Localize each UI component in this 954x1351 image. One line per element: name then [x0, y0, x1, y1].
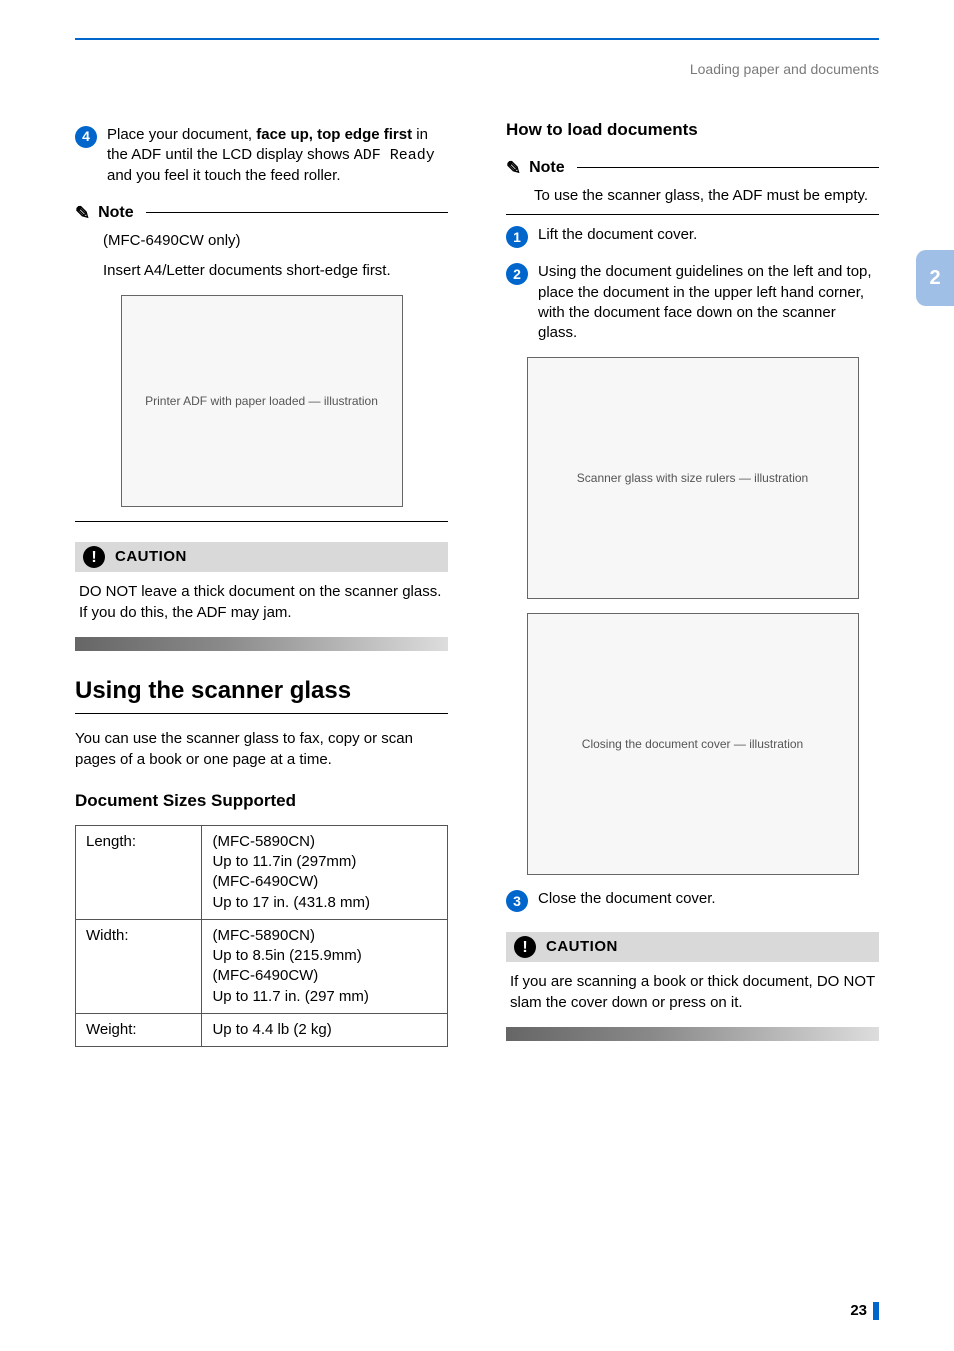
figure-close-cover: Closing the document cover — illustratio… [527, 613, 859, 875]
size-value: Up to 4.4 lb (2 kg) [202, 1013, 448, 1046]
section-intro: You can use the scanner glass to fax, co… [75, 729, 448, 770]
caution-block-right: ! CAUTION If you are scanning a book or … [506, 932, 879, 1041]
step-3-text: Close the document cover. [538, 889, 879, 912]
step-4: 4 Place your document, face up, top edge… [75, 125, 448, 187]
size-value: (MFC-5890CN) Up to 8.5in (215.9mm) (MFC-… [202, 919, 448, 1013]
note-close-rule [506, 214, 879, 215]
note-rule [577, 167, 879, 168]
size-label: Width: [76, 919, 202, 1013]
two-column-layout: 4 Place your document, face up, top edge… [75, 119, 879, 1051]
pencil-note-icon: ✎ [506, 156, 521, 180]
caution-title: CAUTION [546, 937, 618, 957]
step-4-code: ADF Ready [354, 147, 435, 164]
size-value: (MFC-5890CN) Up to 11.7in (297mm) (MFC-6… [202, 825, 448, 919]
step-4-text-pre: Place your document, [107, 126, 256, 143]
note-block-right: ✎ Note To use the scanner glass, the ADF… [506, 156, 879, 216]
step-2-text: Using the document guidelines on the lef… [538, 262, 879, 343]
table-row: Width: (MFC-5890CN) Up to 8.5in (215.9mm… [76, 919, 448, 1013]
step-3: 3 Close the document cover. [506, 889, 879, 912]
note-close-rule [75, 521, 448, 522]
how-to-load-heading: How to load documents [506, 119, 879, 142]
exclamation-icon: ! [514, 936, 536, 958]
note-rule [146, 212, 448, 213]
table-row: Length: (MFC-5890CN) Up to 11.7in (297mm… [76, 825, 448, 919]
step-4-text-post: and you feel it touch the feed roller. [107, 167, 341, 184]
step-1-text: Lift the document cover. [538, 225, 879, 248]
caution-body: If you are scanning a book or thick docu… [510, 972, 875, 1013]
subsection-heading: Document Sizes Supported [75, 790, 448, 813]
running-head: Loading paper and documents [75, 60, 879, 79]
size-label: Weight: [76, 1013, 202, 1046]
caution-title: CAUTION [115, 547, 187, 567]
step-1: 1 Lift the document cover. [506, 225, 879, 248]
right-column: How to load documents ✎ Note To use the … [506, 119, 879, 1051]
figure-adf-illustration: Printer ADF with paper loaded — illustra… [121, 295, 403, 507]
step-number-icon: 4 [75, 126, 97, 148]
exclamation-icon: ! [83, 546, 105, 568]
page-number-tick-icon [873, 1302, 879, 1320]
shadow-rule [506, 1027, 879, 1041]
note-line-2: Insert A4/Letter documents short-edge fi… [103, 261, 448, 281]
step-number-icon: 3 [506, 890, 528, 912]
step-number-icon: 1 [506, 226, 528, 248]
top-rule [75, 38, 879, 40]
chapter-side-tab: 2 [916, 250, 954, 306]
caution-block-left: ! CAUTION DO NOT leave a thick document … [75, 542, 448, 651]
step-4-text-bold: face up, top edge first [256, 126, 412, 143]
page-number: 23 [850, 1301, 879, 1321]
section-rule [75, 713, 448, 714]
step-number-icon: 2 [506, 263, 528, 285]
figure-scanner-rulers: Scanner glass with size rulers — illustr… [527, 357, 859, 599]
pencil-note-icon: ✎ [75, 201, 90, 225]
note-title: Note [98, 202, 134, 224]
note-block-left: ✎ Note (MFC-6490CW only) Insert A4/Lette… [75, 201, 448, 523]
document-sizes-table: Length: (MFC-5890CN) Up to 11.7in (297mm… [75, 825, 448, 1047]
size-label: Length: [76, 825, 202, 919]
step-4-text: Place your document, face up, top edge f… [107, 125, 448, 187]
page-number-value: 23 [850, 1301, 867, 1321]
table-row: Weight: Up to 4.4 lb (2 kg) [76, 1013, 448, 1046]
note-line-1: (MFC-6490CW only) [103, 231, 448, 251]
step-2: 2 Using the document guidelines on the l… [506, 262, 879, 343]
note-title: Note [529, 157, 565, 179]
left-column: 4 Place your document, face up, top edge… [75, 119, 448, 1051]
caution-body: DO NOT leave a thick document on the sca… [79, 582, 444, 623]
section-heading: Using the scanner glass [75, 675, 448, 707]
note-body: To use the scanner glass, the ADF must b… [534, 186, 879, 206]
shadow-rule [75, 637, 448, 651]
